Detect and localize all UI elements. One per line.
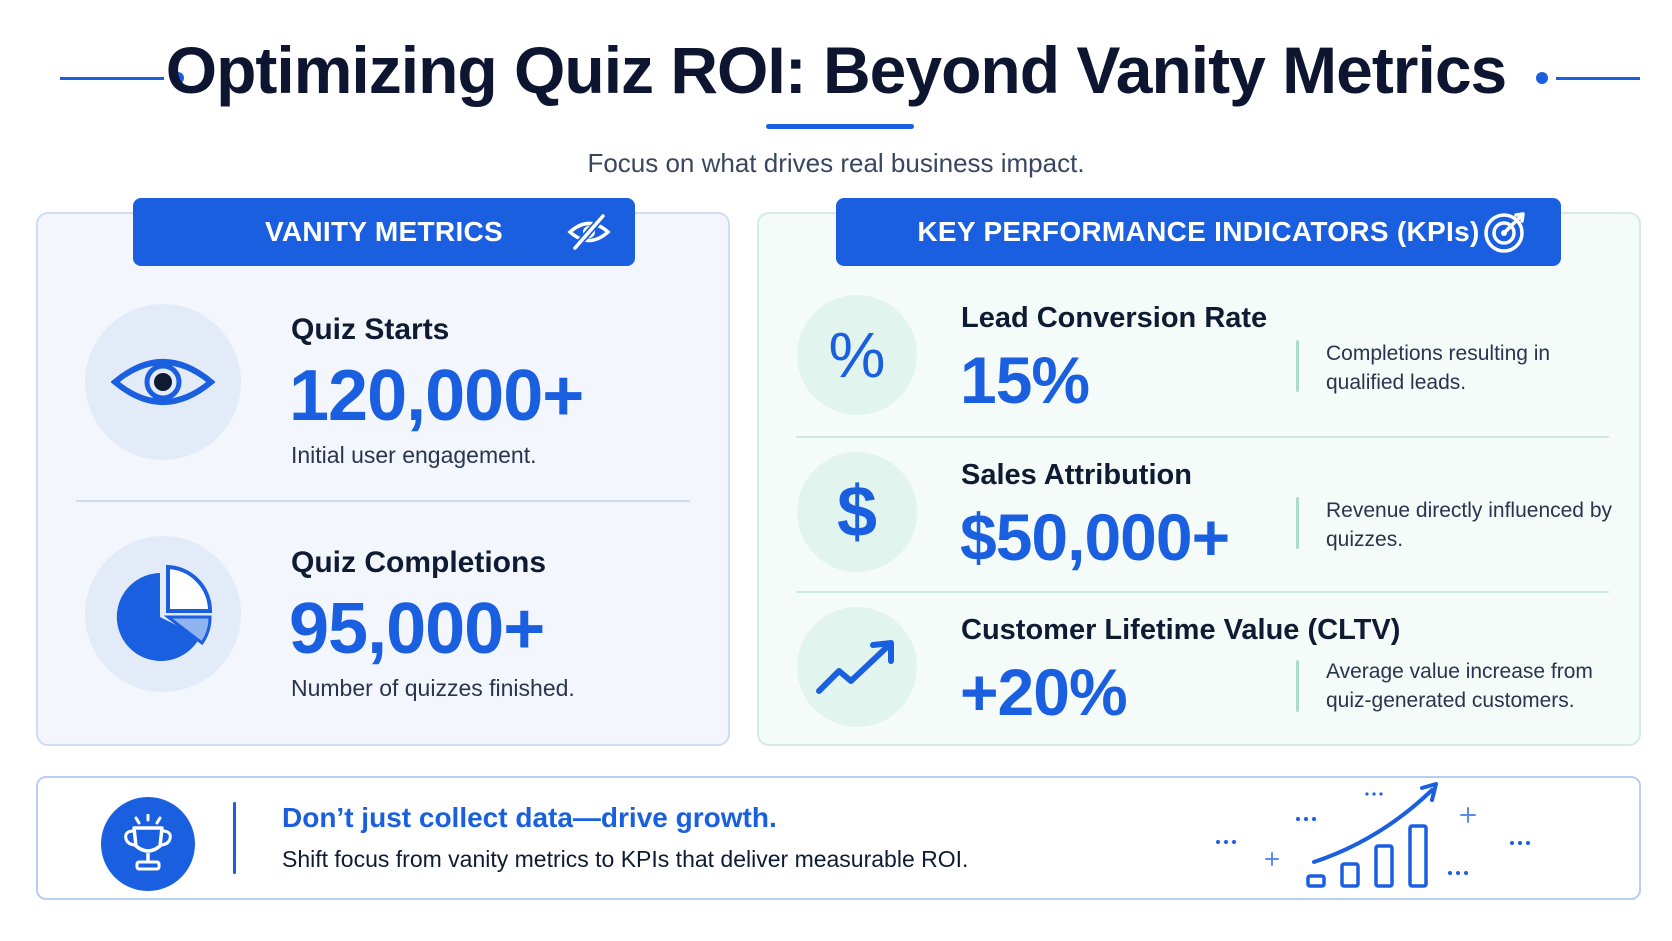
cltv-value: +20%	[960, 655, 1128, 729]
title-row: Optimizing Quiz ROI: Beyond Vanity Metri…	[0, 30, 1672, 110]
lead-conversion-separator	[1296, 340, 1299, 392]
title-dot-left	[172, 72, 184, 84]
lead-conversion-icon-circle: %	[797, 295, 917, 415]
title-dot-right	[1536, 72, 1548, 84]
kpi-divider-1	[796, 436, 1609, 438]
quiz-starts-icon-circle	[85, 304, 241, 460]
sales-attribution-value: $50,000+	[960, 500, 1230, 574]
page-title: Optimizing Quiz ROI: Beyond Vanity Metri…	[165, 33, 1508, 107]
sales-attribution-label: Sales Attribution	[961, 459, 1192, 491]
footer-headline: Don’t just collect data—drive growth.	[282, 802, 777, 833]
vanity-metrics-header: VANITY METRICS	[133, 198, 635, 266]
eye-icon	[111, 359, 215, 405]
eye-slash-icon	[567, 213, 611, 251]
title-line-right	[1556, 77, 1640, 80]
page-subtitle: Focus on what drives real business impac…	[587, 148, 1085, 178]
footer-banner	[36, 776, 1641, 900]
lead-conversion-value: 15%	[960, 343, 1090, 417]
vanity-divider	[76, 500, 690, 502]
kpi-divider-2	[796, 591, 1609, 593]
title-line-left	[60, 77, 164, 80]
pie-chart-icon	[116, 564, 213, 661]
trophy-icon	[124, 814, 172, 871]
kpi-heading: KEY PERFORMANCE INDICATORS (KPIs)	[917, 216, 1480, 247]
lead-conversion-label: Lead Conversion Rate	[961, 302, 1268, 334]
trophy-circle	[101, 797, 195, 891]
growth-bars-icon	[1216, 782, 1530, 888]
target-icon	[1484, 212, 1525, 253]
quiz-completions-description: Number of quizzes finished.	[291, 675, 575, 701]
lead-conversion-description: Completions resulting in qualified leads…	[1326, 342, 1551, 394]
title-underline	[766, 124, 914, 129]
quiz-completions-label: Quiz Completions	[291, 546, 546, 579]
trend-up-icon	[816, 640, 894, 694]
quiz-completions-icon-circle	[85, 536, 241, 692]
sales-attribution-icon-circle: $	[797, 452, 917, 572]
quiz-starts-description: Initial user engagement.	[291, 442, 537, 468]
cltv-label: Customer Lifetime Value (CLTV)	[961, 614, 1401, 646]
cltv-icon-circle	[797, 607, 917, 727]
footer-text: Shift focus from vanity metrics to KPIs …	[282, 846, 969, 872]
cltv-separator	[1296, 660, 1299, 712]
cltv-description: Average value increase from quiz-generat…	[1326, 660, 1593, 712]
quiz-starts-value: 120,000+	[289, 356, 584, 436]
percent-icon: %	[828, 319, 886, 391]
dollar-icon: $	[836, 472, 878, 552]
kpi-header: KEY PERFORMANCE INDICATORS (KPIs)	[836, 198, 1561, 266]
sales-attribution-description: Revenue directly influenced by quizzes.	[1326, 499, 1613, 551]
quiz-starts-label: Quiz Starts	[291, 313, 450, 346]
sales-attribution-separator	[1296, 497, 1299, 549]
vanity-metrics-heading: VANITY METRICS	[264, 216, 504, 247]
quiz-completions-value: 95,000+	[289, 589, 545, 669]
footer-separator	[233, 802, 236, 874]
